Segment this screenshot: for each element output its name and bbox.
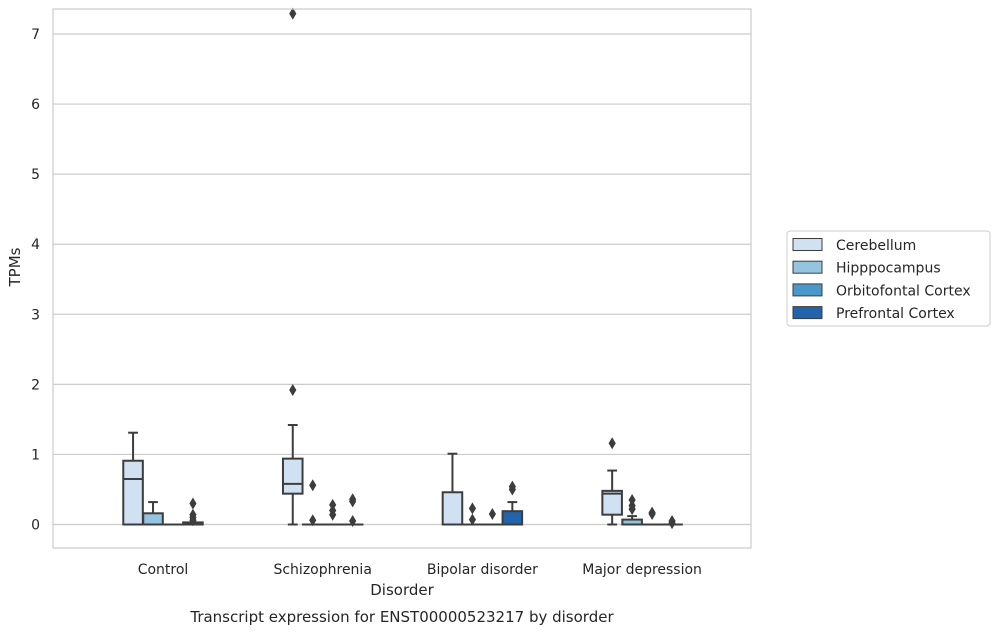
x-tick-label: Bipolar disorder bbox=[427, 562, 538, 578]
legend-item: Prefrontal Cortex bbox=[792, 306, 955, 322]
box-hipppocampus bbox=[621, 493, 643, 526]
legend-swatch bbox=[792, 306, 823, 320]
chart-title: Transcript expression for ENST0000052321… bbox=[189, 608, 614, 626]
x-axis-ticks: Control Schizophrenia Bipolar disorder Majo… bbox=[138, 562, 702, 578]
y-tick-label: 2 bbox=[31, 377, 40, 393]
legend-frame bbox=[786, 230, 991, 327]
outlier-point bbox=[309, 514, 317, 527]
outlier-point bbox=[329, 498, 337, 511]
box-body bbox=[122, 459, 144, 526]
x-axis-label: Disorder bbox=[370, 581, 434, 599]
y-tick-label: 4 bbox=[31, 237, 40, 253]
legend-label: Hipppocampus bbox=[836, 261, 941, 277]
box-cerebellum bbox=[441, 452, 464, 526]
box-body bbox=[441, 491, 464, 526]
x-tick-label: Control bbox=[138, 562, 189, 578]
outlier-point bbox=[349, 493, 357, 506]
y-tick-label: 3 bbox=[31, 307, 40, 323]
y-tick-label: 5 bbox=[31, 167, 40, 183]
y-tick-label: 0 bbox=[31, 518, 40, 534]
outlier-point bbox=[349, 514, 357, 527]
outlier-point bbox=[189, 497, 197, 510]
box-body bbox=[501, 510, 524, 526]
legend-label: Orbitofontal Cortex bbox=[836, 283, 971, 299]
outlier-point bbox=[289, 383, 297, 396]
outlier-point bbox=[668, 514, 676, 527]
outlier-point bbox=[309, 479, 317, 492]
box-orbitofontal-cortex bbox=[641, 506, 663, 526]
outlier-point bbox=[468, 502, 477, 515]
outlier-point bbox=[468, 513, 477, 526]
legend-swatch bbox=[792, 283, 823, 297]
box-body bbox=[281, 457, 304, 495]
x-tick-label: Major depression bbox=[582, 562, 702, 578]
legend-item: Orbitofontal Cortex bbox=[792, 283, 971, 299]
outlier-point bbox=[608, 437, 616, 450]
box-orbitofontal-cortex bbox=[321, 498, 344, 526]
y-tick-label: 6 bbox=[31, 97, 40, 113]
y-axis-label: TPMs bbox=[6, 247, 24, 287]
box-orbitofontal-cortex bbox=[481, 507, 504, 526]
legend-item: Hipppocampus bbox=[792, 260, 941, 277]
y-tick-label: 7 bbox=[31, 27, 40, 43]
outlier-point bbox=[488, 507, 496, 520]
outlier-point bbox=[508, 480, 516, 493]
box-prefrontal-cortex bbox=[341, 493, 364, 527]
legend: Cerebellum Hipppocampus Orbitofontal Corte… bbox=[786, 230, 991, 327]
box-cerebellum bbox=[281, 7, 304, 526]
box-body bbox=[601, 489, 623, 516]
box-body bbox=[142, 512, 164, 526]
legend-label: Cerebellum bbox=[836, 238, 916, 254]
outlier-point bbox=[648, 506, 656, 519]
box-hipppocampus bbox=[461, 502, 484, 526]
plot-frame bbox=[52, 8, 752, 549]
legend-label: Prefrontal Cortex bbox=[836, 306, 955, 322]
box-cerebellum bbox=[122, 431, 144, 526]
box-cerebellum bbox=[601, 437, 623, 526]
legend-swatch bbox=[792, 260, 823, 274]
gridlines bbox=[53, 33, 751, 526]
plot-area bbox=[122, 7, 683, 530]
y-tick-label: 1 bbox=[31, 447, 40, 463]
x-tick-label: Schizophrenia bbox=[273, 562, 371, 578]
box-hipppocampus bbox=[301, 479, 324, 527]
legend-item: Cerebellum bbox=[792, 238, 916, 254]
box-prefrontal-cortex bbox=[661, 514, 683, 530]
outlier-point bbox=[628, 493, 636, 506]
box-hipppocampus bbox=[142, 501, 164, 526]
outlier-point bbox=[189, 508, 197, 521]
y-axis-ticks: 0 1 2 3 4 5 6 7 bbox=[31, 27, 40, 534]
box-prefrontal-cortex bbox=[501, 480, 524, 526]
box-prefrontal-cortex bbox=[182, 497, 204, 527]
outlier-point bbox=[289, 7, 297, 20]
legend-swatch bbox=[792, 238, 823, 251]
